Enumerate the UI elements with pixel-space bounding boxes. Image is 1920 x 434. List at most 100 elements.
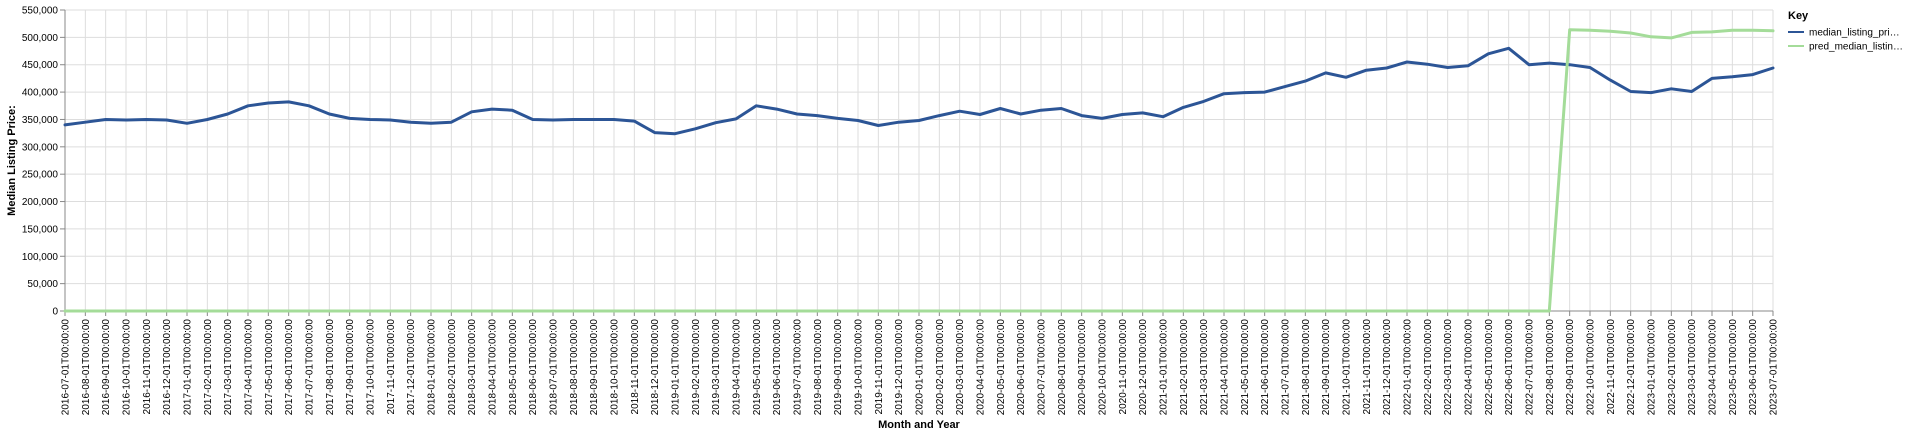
- x-tick-label: 2022-05-01T00:00:00: [1484, 319, 1495, 416]
- series-lines: [63, 28, 1775, 313]
- x-tick-label: 2022-04-01T00:00:00: [1464, 319, 1475, 416]
- x-tick-label: 2023-07-01T00:00:00: [1769, 319, 1780, 416]
- x-tick-label: 2023-01-01T00:00:00: [1647, 319, 1658, 416]
- x-tick-label: 2020-08-01T00:00:00: [1057, 319, 1068, 416]
- legend-label: pred_median_listin…: [1809, 42, 1903, 53]
- x-tick-label: 2019-03-01T00:00:00: [711, 319, 722, 416]
- x-tick-label: 2017-11-01T00:00:00: [386, 319, 397, 415]
- x-tick-label: 2017-06-01T00:00:00: [284, 319, 295, 416]
- x-tick-label: 2021-03-01T00:00:00: [1199, 319, 1210, 416]
- x-tick-label: 2022-11-01T00:00:00: [1606, 319, 1617, 415]
- x-tick-label: 2022-02-01T00:00:00: [1423, 319, 1434, 416]
- y-tick-label: 350,000: [22, 115, 59, 126]
- x-tick-label: 2020-07-01T00:00:00: [1037, 319, 1048, 416]
- x-tick-label: 2016-12-01T00:00:00: [162, 319, 173, 416]
- x-tick-label: 2022-03-01T00:00:00: [1443, 319, 1454, 416]
- x-tick-label: 2023-06-01T00:00:00: [1748, 319, 1759, 416]
- x-tick-label: 2017-09-01T00:00:00: [345, 319, 356, 416]
- x-tick-label: 2020-12-01T00:00:00: [1138, 319, 1149, 416]
- x-tick-label: 2018-02-01T00:00:00: [447, 319, 458, 416]
- x-tick-label: 2018-01-01T00:00:00: [427, 319, 438, 416]
- x-tick-label: 2016-09-01T00:00:00: [101, 319, 112, 416]
- x-tick-label: 2018-04-01T00:00:00: [488, 319, 499, 416]
- x-tick-label: 2021-08-01T00:00:00: [1301, 319, 1312, 416]
- x-tick-label: 2020-09-01T00:00:00: [1077, 319, 1088, 416]
- x-tick-label: 2018-06-01T00:00:00: [528, 319, 539, 416]
- x-tick-label: 2017-08-01T00:00:00: [325, 319, 336, 416]
- legend: Key median_listing_pri… pred_median_listi…: [1788, 10, 1903, 53]
- x-tick-label: 2022-07-01T00:00:00: [1525, 319, 1536, 416]
- x-tick-label: 2019-04-01T00:00:00: [732, 319, 743, 416]
- x-tick-label: 2021-07-01T00:00:00: [1281, 319, 1292, 416]
- x-tick-label: 2020-03-01T00:00:00: [955, 319, 966, 416]
- x-tick-label: 2019-12-01T00:00:00: [894, 319, 905, 416]
- x-tick-label: 2019-02-01T00:00:00: [691, 319, 702, 416]
- series-line-pred-median-listing-price: [63, 28, 1775, 313]
- y-tick-label: 250,000: [22, 170, 59, 181]
- x-tick-label: 2021-04-01T00:00:00: [1220, 319, 1231, 416]
- y-tick-label: 150,000: [22, 224, 59, 235]
- x-tick-label: 2019-06-01T00:00:00: [772, 319, 783, 416]
- x-tick-label: 2020-02-01T00:00:00: [935, 319, 946, 416]
- x-tick-label: 2018-09-01T00:00:00: [589, 319, 600, 416]
- x-tick-label: 2021-06-01T00:00:00: [1260, 319, 1271, 416]
- x-tick-label: 2021-12-01T00:00:00: [1382, 319, 1393, 416]
- axes: 0 50,000 100,000 150,000 200,000 250,000 300,0…: [22, 6, 1780, 416]
- x-tick-label: 2023-04-01T00:00:00: [1708, 319, 1719, 416]
- x-tick-label: 2018-12-01T00:00:00: [650, 319, 661, 416]
- x-tick-label: 2020-04-01T00:00:00: [976, 319, 987, 416]
- x-tick-label: 2018-03-01T00:00:00: [467, 319, 478, 416]
- legend-title: Key: [1788, 10, 1809, 22]
- x-tick-label: 2018-05-01T00:00:00: [508, 319, 519, 416]
- x-tick-label: 2019-01-01T00:00:00: [671, 319, 682, 416]
- x-tick-label: 2023-03-01T00:00:00: [1687, 319, 1698, 416]
- x-tick-label: 2021-11-01T00:00:00: [1362, 319, 1373, 415]
- x-tick-label: 2019-10-01T00:00:00: [854, 319, 865, 416]
- x-tick-label: 2021-09-01T00:00:00: [1321, 319, 1332, 416]
- x-tick-label: 2017-01-01T00:00:00: [183, 319, 194, 416]
- x-tick-label: 2018-08-01T00:00:00: [569, 319, 580, 416]
- x-tick-label: 2016-08-01T00:00:00: [81, 319, 92, 416]
- x-tick-label: 2017-03-01T00:00:00: [223, 319, 234, 416]
- x-tick-label: 2017-04-01T00:00:00: [244, 319, 255, 416]
- x-tick-label: 2017-02-01T00:00:00: [203, 319, 214, 416]
- x-tick-label: 2021-01-01T00:00:00: [1159, 319, 1170, 416]
- y-tick-label: 50,000: [27, 279, 58, 290]
- y-tick-label: 450,000: [22, 60, 59, 71]
- x-tick-label: 2016-07-01T00:00:00: [61, 319, 72, 416]
- x-tick-label: 2017-05-01T00:00:00: [264, 319, 275, 416]
- x-tick-label: 2021-02-01T00:00:00: [1179, 319, 1190, 416]
- x-tick-label: 2017-12-01T00:00:00: [406, 319, 417, 416]
- x-tick-label: 2022-01-01T00:00:00: [1403, 319, 1414, 416]
- x-tick-label: 2022-06-01T00:00:00: [1504, 319, 1515, 416]
- x-tick-label: 2016-11-01T00:00:00: [142, 319, 153, 415]
- x-tick-label: 2020-10-01T00:00:00: [1098, 319, 1109, 416]
- x-tick-label: 2018-10-01T00:00:00: [610, 319, 621, 416]
- x-tick-label: 2018-11-01T00:00:00: [630, 319, 641, 415]
- x-tick-label: 2020-06-01T00:00:00: [1016, 319, 1027, 416]
- x-tick-label: 2023-05-01T00:00:00: [1728, 319, 1739, 416]
- x-tick-label: 2021-10-01T00:00:00: [1342, 319, 1353, 416]
- x-tick-label: 2022-08-01T00:00:00: [1545, 319, 1556, 416]
- x-tick-label: 2022-10-01T00:00:00: [1586, 319, 1597, 416]
- y-tick-label: 550,000: [22, 6, 59, 17]
- series-line-median-listing-price: [63, 46, 1775, 136]
- x-tick-label: 2017-07-01T00:00:00: [305, 319, 316, 416]
- y-axis-title: Median Listing Price:: [6, 105, 18, 216]
- x-tick-label: 2020-05-01T00:00:00: [996, 319, 1007, 416]
- y-tick-label: 300,000: [22, 142, 59, 153]
- x-axis-title: Month and Year: [878, 419, 960, 431]
- y-tick-label: 0: [52, 307, 58, 318]
- y-tick-label: 400,000: [22, 88, 59, 99]
- x-tick-label: 2019-09-01T00:00:00: [833, 319, 844, 416]
- x-tick-label: 2023-02-01T00:00:00: [1667, 319, 1678, 416]
- x-tick-label: 2020-11-01T00:00:00: [1118, 319, 1129, 415]
- x-tick-label: 2017-10-01T00:00:00: [366, 319, 377, 416]
- x-tick-label: 2022-09-01T00:00:00: [1565, 319, 1576, 416]
- y-tick-label: 500,000: [22, 33, 59, 44]
- y-tick-label: 200,000: [22, 197, 59, 208]
- x-tick-label: 2019-11-01T00:00:00: [874, 319, 885, 415]
- legend-label: median_listing_pri…: [1809, 28, 1900, 39]
